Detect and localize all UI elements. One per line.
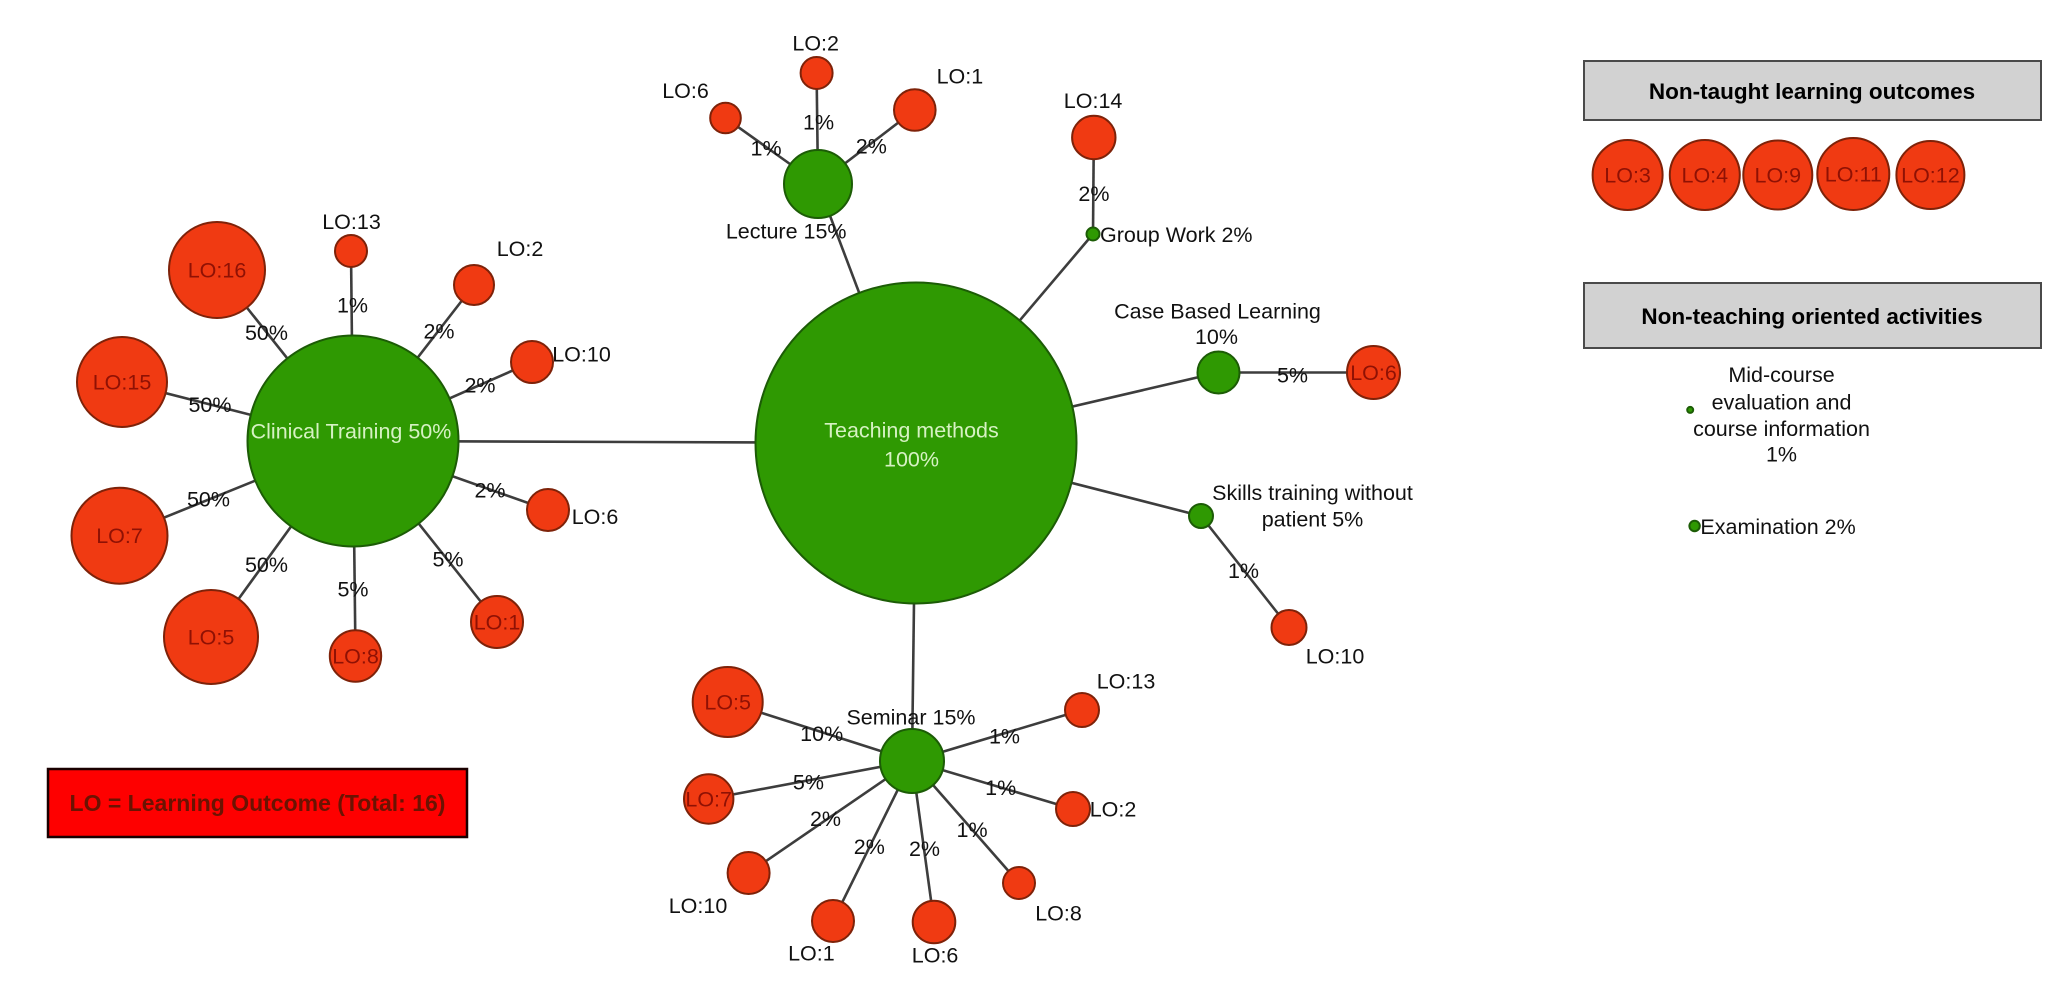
svg-text:LO:6: LO:6 <box>912 944 959 968</box>
svg-text:1%: 1% <box>1228 559 1259 583</box>
svg-text:LO:13: LO:13 <box>1097 670 1156 694</box>
svg-text:Skills training without: Skills training without <box>1212 481 1413 505</box>
svg-text:LO:2: LO:2 <box>497 237 544 261</box>
svg-text:LO:12: LO:12 <box>1901 164 1960 188</box>
svg-text:2%: 2% <box>810 807 841 831</box>
svg-text:Examination 2%: Examination 2% <box>1700 515 1855 539</box>
svg-text:LO:8: LO:8 <box>332 645 379 669</box>
svg-text:LO = Learning Outcome (Total:: LO = Learning Outcome (Total: 16) <box>70 790 446 816</box>
svg-text:Clinical Training 50%: Clinical Training 50% <box>251 420 452 444</box>
svg-text:2%: 2% <box>423 320 454 344</box>
svg-text:Group Work 2%: Group Work 2% <box>1100 223 1253 247</box>
svg-text:Seminar 15%: Seminar 15% <box>846 706 975 730</box>
svg-text:patient 5%: patient 5% <box>1262 508 1364 532</box>
svg-text:5%: 5% <box>432 548 463 572</box>
svg-text:2%: 2% <box>856 135 887 159</box>
svg-text:Mid-course: Mid-course <box>1728 363 1834 387</box>
svg-text:LO:10: LO:10 <box>669 894 728 918</box>
svg-text:Teaching methods: Teaching methods <box>824 419 999 443</box>
svg-text:100%: 100% <box>884 448 939 472</box>
svg-text:LO:2: LO:2 <box>1090 798 1137 822</box>
svg-text:50%: 50% <box>188 393 231 417</box>
svg-text:Non-taught learning outcomes: Non-taught learning outcomes <box>1649 79 1975 104</box>
svg-text:LO:1: LO:1 <box>788 942 835 966</box>
svg-text:LO:7: LO:7 <box>96 524 143 548</box>
svg-text:LO:6: LO:6 <box>572 505 619 529</box>
svg-text:LO:16: LO:16 <box>188 259 247 283</box>
svg-text:LO:10: LO:10 <box>552 343 611 367</box>
svg-text:LO:11: LO:11 <box>1825 163 1882 187</box>
svg-text:LO:2: LO:2 <box>792 32 839 56</box>
svg-text:course information: course information <box>1693 417 1870 441</box>
svg-text:1%: 1% <box>989 725 1020 749</box>
svg-text:1%: 1% <box>985 776 1016 800</box>
svg-text:2%: 2% <box>909 837 940 861</box>
svg-text:1%: 1% <box>1766 442 1797 466</box>
svg-text:1%: 1% <box>751 137 782 161</box>
svg-text:LO:15: LO:15 <box>93 371 152 395</box>
svg-text:LO:1: LO:1 <box>937 65 984 89</box>
svg-text:LO:9: LO:9 <box>1754 164 1801 188</box>
svg-text:10%: 10% <box>800 722 843 746</box>
svg-text:LO:10: LO:10 <box>1306 645 1365 669</box>
svg-text:LO:7: LO:7 <box>685 788 732 812</box>
svg-text:10%: 10% <box>1195 325 1238 349</box>
svg-text:LO:13: LO:13 <box>322 210 381 234</box>
svg-text:LO:8: LO:8 <box>1035 902 1082 926</box>
svg-text:LO:4: LO:4 <box>1681 164 1728 188</box>
svg-text:2%: 2% <box>1078 182 1109 206</box>
svg-text:evaluation and: evaluation and <box>1712 390 1852 414</box>
svg-text:50%: 50% <box>187 488 230 512</box>
svg-text:LO:6: LO:6 <box>662 79 709 103</box>
svg-text:LO:3: LO:3 <box>1604 164 1651 188</box>
svg-text:5%: 5% <box>337 578 368 602</box>
svg-text:50%: 50% <box>245 321 288 345</box>
svg-text:LO:1: LO:1 <box>474 611 521 635</box>
svg-text:LO:5: LO:5 <box>188 626 235 650</box>
svg-text:LO:5: LO:5 <box>704 691 751 715</box>
svg-text:Non-teaching oriented activiti: Non-teaching oriented activities <box>1641 304 1982 329</box>
svg-text:1%: 1% <box>337 294 368 318</box>
svg-text:2%: 2% <box>474 479 505 503</box>
svg-text:2%: 2% <box>854 835 885 859</box>
svg-text:5%: 5% <box>793 770 824 794</box>
svg-text:Case Based Learning: Case Based Learning <box>1114 300 1321 324</box>
svg-text:1%: 1% <box>957 818 988 842</box>
svg-text:5%: 5% <box>1277 364 1308 388</box>
svg-text:LO:14: LO:14 <box>1064 89 1123 113</box>
svg-text:50%: 50% <box>245 553 288 577</box>
svg-text:LO:6: LO:6 <box>1350 361 1397 385</box>
svg-text:Lecture 15%: Lecture 15% <box>726 220 847 244</box>
svg-text:2%: 2% <box>464 374 495 398</box>
svg-text:1%: 1% <box>803 111 834 135</box>
